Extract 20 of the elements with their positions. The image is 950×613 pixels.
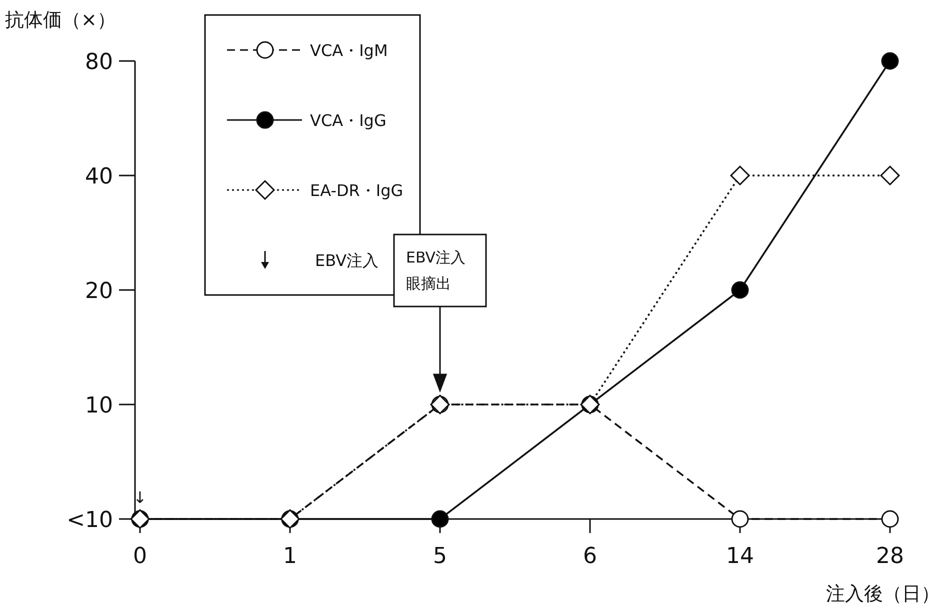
- y-tick-label: 80: [85, 50, 113, 75]
- x-axis-title: 注入後（日）: [826, 583, 940, 605]
- legend-label: VCA・IgG: [310, 111, 386, 130]
- y-tick-label: 10: [85, 394, 113, 418]
- y-tick-label: 40: [85, 164, 113, 190]
- y-tick-label: 20: [85, 279, 113, 304]
- x-tick-label: 0: [133, 544, 147, 569]
- note-box: EBV注入眼摘出: [393, 234, 487, 392]
- legend-label: EA-DR・IgG: [310, 181, 404, 200]
- y-axis-title: 抗体価（×）: [5, 9, 116, 31]
- x-tick-label: 5: [433, 544, 447, 569]
- annotation: EBV注入眼摘出: [406, 248, 466, 292]
- x-tick-label: 14: [726, 544, 754, 569]
- x-tick-label: 6: [583, 544, 597, 569]
- x-tick-label: 1: [283, 544, 297, 569]
- y-tick-label: <10: [66, 508, 113, 533]
- annotation: ↓: [133, 488, 147, 507]
- x-tick-label: 28: [876, 544, 904, 569]
- annotation: EBV注入: [315, 251, 379, 270]
- legend-label: VCA・IgM: [310, 41, 388, 60]
